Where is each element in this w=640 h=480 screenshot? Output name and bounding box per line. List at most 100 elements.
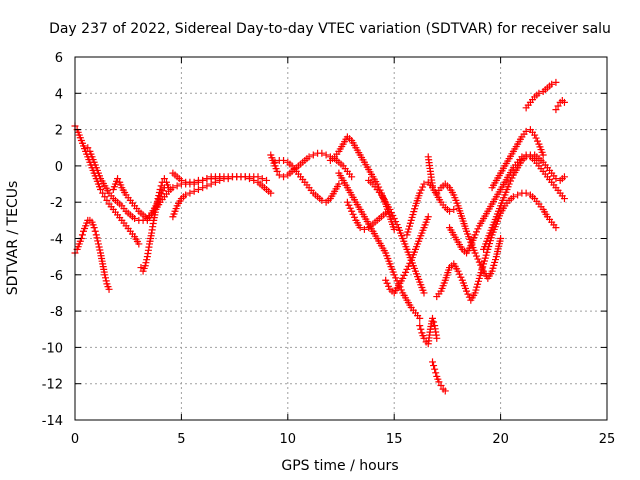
- data-point: [348, 173, 356, 181]
- data-point: [430, 362, 438, 370]
- data-point: [417, 186, 425, 194]
- data-point: [382, 209, 390, 217]
- data-point: [560, 195, 568, 203]
- data-point: [199, 176, 207, 184]
- data-point: [203, 182, 211, 190]
- chart-title: Day 237 of 2022, Sidereal Day-to-day VTE…: [49, 21, 611, 37]
- data-point: [203, 175, 211, 183]
- data-point: [437, 382, 445, 390]
- data-point: [382, 276, 390, 284]
- data-point: [386, 205, 394, 213]
- data-point: [406, 259, 414, 267]
- data-point: [429, 358, 437, 366]
- data-point: [99, 189, 107, 197]
- data-point: [322, 151, 330, 159]
- data-point: [420, 180, 428, 188]
- data-point: [430, 318, 438, 326]
- data-point: [552, 106, 560, 114]
- y-tick-label: -4: [50, 233, 63, 248]
- data-point: [280, 156, 288, 164]
- data-point: [463, 287, 471, 295]
- data-point: [403, 265, 411, 273]
- x-tick-label: 20: [492, 432, 509, 447]
- data-point: [560, 98, 568, 106]
- data-point: [532, 134, 540, 142]
- data-point: [169, 184, 177, 192]
- x-tick-label: 10: [280, 432, 297, 447]
- data-point: [522, 127, 530, 135]
- data-point: [390, 215, 398, 223]
- data-point: [497, 235, 505, 242]
- data-point: [432, 369, 440, 377]
- data-point: [477, 261, 485, 269]
- y-tick-label: -2: [50, 196, 63, 211]
- data-point: [143, 256, 151, 264]
- data-point: [417, 325, 425, 333]
- x-tick-label: 5: [177, 432, 185, 447]
- data-point: [474, 255, 482, 263]
- data-point: [433, 334, 441, 342]
- data-point: [190, 187, 198, 195]
- data-point: [356, 224, 364, 232]
- data-point: [505, 180, 513, 188]
- data-point: [348, 207, 356, 215]
- data-point: [431, 365, 439, 373]
- data-point: [539, 151, 547, 159]
- data-point: [464, 290, 472, 298]
- data-point: [280, 173, 288, 181]
- data-marks: [71, 78, 568, 395]
- data-point: [131, 215, 139, 223]
- data-point: [446, 207, 454, 215]
- data-point: [420, 289, 428, 297]
- data-point: [346, 204, 354, 212]
- data-point: [552, 78, 560, 86]
- y-tick-label: -6: [50, 269, 63, 284]
- data-point: [419, 183, 427, 191]
- data-point: [349, 210, 357, 218]
- x-tick-label: 25: [599, 432, 616, 447]
- data-point: [385, 282, 393, 290]
- data-point: [92, 231, 100, 239]
- data-point: [390, 271, 398, 279]
- data-point: [478, 264, 486, 272]
- data-point: [305, 153, 313, 161]
- axis-ticks: -14 -12 -10 -8 -6 -4 -2 0 2 4 6 0 5 10 15 20 25: [42, 51, 616, 447]
- data-point: [435, 378, 443, 386]
- data-point: [84, 144, 92, 152]
- data-point: [173, 182, 181, 190]
- data-point: [182, 191, 190, 199]
- data-point: [102, 277, 110, 285]
- data-point: [508, 174, 516, 182]
- data-point: [514, 191, 522, 199]
- data-point: [400, 271, 408, 279]
- data-point: [560, 173, 568, 181]
- data-point: [309, 151, 317, 159]
- data-point: [450, 205, 458, 213]
- data-point: [454, 267, 462, 275]
- data-point: [142, 259, 150, 267]
- data-point: [103, 196, 111, 204]
- x-tick-label: 15: [386, 432, 403, 447]
- y-tick-label: 6: [55, 51, 63, 66]
- data-point: [101, 193, 109, 201]
- data-point: [441, 387, 449, 395]
- data-point: [392, 274, 400, 282]
- data-point: [96, 246, 104, 254]
- data-point: [318, 149, 326, 157]
- y-tick-label: 4: [55, 87, 63, 102]
- data-point: [350, 213, 358, 221]
- data-point: [554, 102, 562, 110]
- data-point: [224, 175, 232, 183]
- data-point: [102, 274, 110, 282]
- data-point: [531, 131, 539, 139]
- y-tick-label: -10: [42, 341, 63, 356]
- data-point: [402, 268, 410, 276]
- data-point: [404, 262, 412, 270]
- data-point: [258, 175, 266, 183]
- data-point: [157, 182, 165, 190]
- data-point: [533, 137, 541, 145]
- data-point: [254, 173, 262, 181]
- data-point: [194, 178, 202, 186]
- data-point: [507, 177, 515, 185]
